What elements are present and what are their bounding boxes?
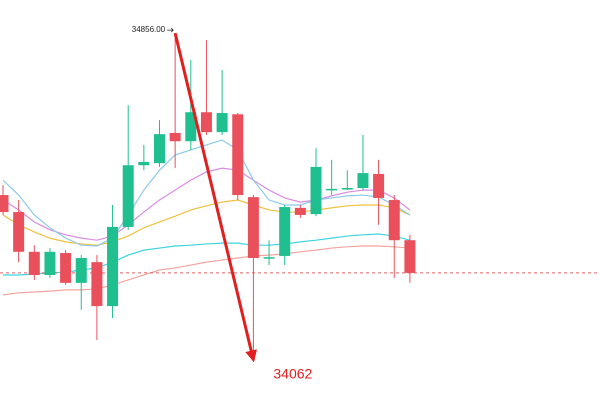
candle-body <box>232 114 244 196</box>
candle-body <box>138 161 150 166</box>
candle-body <box>294 207 306 215</box>
candle-body <box>216 113 228 133</box>
candle-body <box>388 200 400 241</box>
candle-body <box>75 258 87 283</box>
candle-body <box>60 253 72 283</box>
moving-average <box>2 199 411 246</box>
candle-body <box>373 173 385 198</box>
candle-body <box>44 251 56 275</box>
moving-average <box>2 167 411 241</box>
trend-arrow <box>173 32 257 363</box>
candle-body <box>154 134 165 164</box>
candle-body <box>341 188 353 190</box>
candle-body <box>185 112 197 142</box>
candle-body <box>107 226 119 307</box>
candle-body <box>263 257 275 259</box>
moving-average <box>2 245 410 296</box>
moving-average <box>2 139 411 247</box>
candle-body <box>357 173 369 189</box>
candle-body <box>0 195 9 213</box>
low-label: 34062 <box>273 366 312 382</box>
candle-body <box>310 166 322 215</box>
candle-body <box>279 207 291 256</box>
candle-body <box>13 212 25 252</box>
candle-body <box>91 262 103 307</box>
candle-body <box>122 165 134 227</box>
candle-body <box>200 112 212 133</box>
candle-body <box>247 197 259 259</box>
high-label: 34856.00 <box>132 25 166 34</box>
high-pointer <box>167 27 174 33</box>
candle-body <box>28 251 40 275</box>
candle-body <box>169 132 181 142</box>
candle-body <box>326 188 338 191</box>
candle-body <box>404 240 416 273</box>
